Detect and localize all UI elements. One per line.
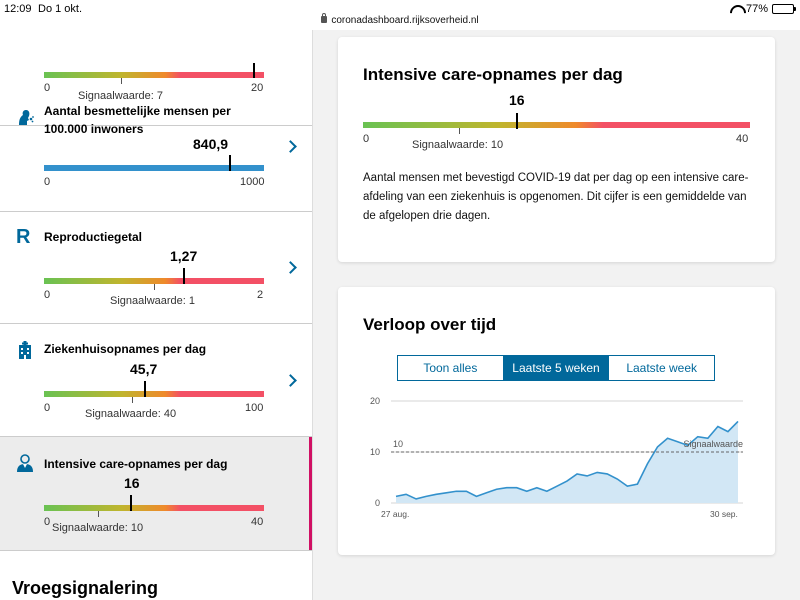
sidebar-item-title: Aantal besmettelijke mensen per 100.000 … [44,104,231,136]
bar-max: 100 [245,402,264,414]
tab-last-week[interactable]: Laatste week [626,361,698,375]
lock-icon [321,13,328,23]
y-tick-label: 10 [370,447,380,457]
metric-value: 840,9 [193,136,229,152]
indicator-bar [44,278,264,284]
metric-value: 16 [509,92,525,108]
sidebar-item-title: Intensive care-opnames per dag [44,457,228,471]
wifi-icon [730,5,742,14]
chevron-right-icon[interactable] [284,140,297,153]
value-marker [516,113,518,129]
status-indicators: 77% [730,3,796,15]
card-description: Aantal mensen met bevestigd COVID-19 dat… [363,172,749,222]
indicator-bar [363,122,750,128]
trend-chart[interactable]: 0 10 20 10 Signaalwaarde 27 aug. 30 sep. [338,393,775,533]
sidebar-item-hospital[interactable]: Ziekenhuisopnames per dag 45,7 0 Signaal… [0,324,312,437]
doctor-icon [17,454,33,472]
chevron-right-icon[interactable] [284,374,297,387]
status-bar: 12:09 Do 1 okt. coronadashboard.rijksove… [0,0,800,30]
indicator-bar [44,72,264,78]
signal-label: Signaalwaarde: 7 [78,90,164,102]
signal-label: Signaalwaarde: 1 [110,295,196,307]
value-marker [253,63,255,78]
tab-show-all[interactable]: Toon alles [398,356,504,380]
sidebar-item-title: Reproductiegetal [44,230,143,244]
signal-label: Signaalwaarde [683,439,743,449]
hospital-icon [19,341,31,359]
sidebar-item-intensive-care[interactable]: Intensive care-opnames per dag 16 0 Sign… [0,437,312,551]
signal-label: Signaalwaarde: 10 [52,522,144,534]
value-marker [183,268,185,284]
value-marker [229,155,231,171]
value-marker [144,381,146,397]
bar-min: 0 [44,82,51,94]
signal-label: Signaalwaarde: 10 [412,139,504,151]
metrics-sidebar[interactable]: 0 Signaalwaarde: 7 20 Aantal besmettelij… [0,30,313,600]
clock: 12:09 [4,3,32,15]
series-area [396,421,738,503]
battery-percent: 77% [745,3,768,15]
date: Do 1 okt. [38,3,83,15]
bar-min: 0 [44,289,51,301]
reproduction-r-icon: R [16,226,31,248]
card-title: Intensive care-opnames per dag [363,65,623,84]
metric-value: 45,7 [130,361,158,377]
trend-card: Verloop over tijd Toon alles Laatste 5 w… [338,287,775,555]
bar-max: 20 [251,82,264,94]
indicator-bar [44,505,264,511]
x-tick-label: 30 sep. [710,509,738,519]
bar-min: 0 [44,516,51,528]
series-line [395,420,739,500]
y-tick-label: 0 [375,498,380,508]
ic-detail-card: Intensive care-opnames per dag 16 0 Sign… [338,37,775,262]
bar-max: 40 [736,133,749,145]
signal-tick [154,284,155,290]
signal-tick [98,511,99,517]
section-heading: Vroegsignalering [12,578,159,598]
bar-max: 2 [257,289,264,301]
y-tick-label: 20 [370,396,380,406]
metric-value: 16 [124,475,140,491]
value-marker [130,495,132,511]
sidebar-item-reproduction[interactable]: R Reproductiegetal 1,27 0 Signaalwaarde:… [0,212,312,324]
metric-value: 1,27 [170,248,198,264]
sidebar-item-infectious[interactable]: Aantal besmettelijke mensen per 100.000 … [0,96,312,212]
sidebar-item-top[interactable]: 0 Signaalwaarde: 7 20 [0,30,312,126]
indicator-bar [44,391,264,397]
bar-min: 0 [44,402,51,414]
address-bar[interactable]: coronadashboard.rijksoverheid.nl [0,13,800,26]
bar-max: 40 [251,516,264,528]
bar-max: 1000 [240,176,265,188]
bar-min: 0 [44,176,51,188]
time-range-tabs: Toon alles Laatste 5 weken Laatste week [397,355,715,381]
battery-icon [772,4,796,14]
chevron-right-icon[interactable] [284,261,297,274]
signal-tick [121,78,122,84]
sidebar-item-title: Ziekenhuisopnames per dag [44,342,207,356]
signal-value-label: 10 [393,439,403,449]
signal-tick [132,397,133,403]
url-text: coronadashboard.rijksoverheid.nl [331,15,479,26]
virus-person-icon [19,110,34,125]
bar-min: 0 [363,133,370,145]
tab-last-5-weeks[interactable]: Laatste 5 weken [503,356,610,380]
signal-label: Signaalwaarde: 40 [85,408,177,420]
indicator-bar [44,165,264,171]
x-tick-label: 27 aug. [381,509,409,519]
card-title: Verloop over tijd [363,315,497,334]
signal-tick [459,128,460,134]
